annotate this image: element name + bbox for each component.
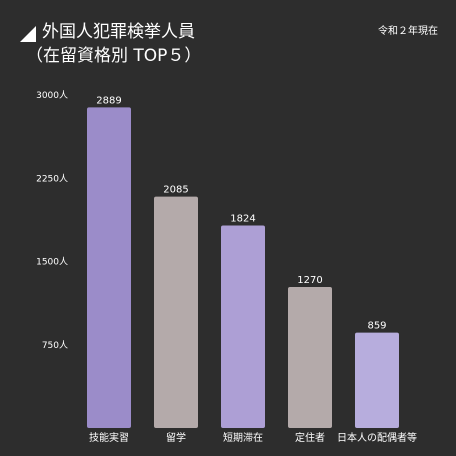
category-label: 定住者 (295, 431, 325, 444)
bar-value-label: 859 (367, 321, 386, 332)
chart-title: 外国人犯罪検挙人員 (42, 22, 195, 42)
bar-value-label: 1824 (230, 214, 255, 225)
category-label: 技能実習 (89, 431, 129, 444)
bar-value-label: 2889 (96, 95, 121, 106)
category-label: 日本人の配偶者等 (337, 431, 417, 444)
bar (87, 107, 131, 429)
bar-value-label: 1270 (297, 275, 322, 286)
bar (355, 332, 399, 428)
category-label: 留学 (166, 431, 186, 444)
bar (221, 225, 265, 428)
y-tick-label: 3000人 (36, 90, 68, 101)
category-label: 短期滞在 (223, 431, 263, 444)
y-tick-label: 750人 (42, 340, 68, 351)
y-tick-label: 1500人 (36, 257, 68, 268)
bar (288, 287, 332, 428)
bar-value-label: 2085 (163, 185, 188, 196)
y-tick-label: 2250人 (36, 173, 68, 184)
date-note: 令和２年現在 (378, 26, 438, 37)
chart-subtitle: （在留資格別 TOP５） (26, 46, 202, 66)
bar (154, 196, 198, 428)
title-triangle-icon (20, 26, 36, 42)
